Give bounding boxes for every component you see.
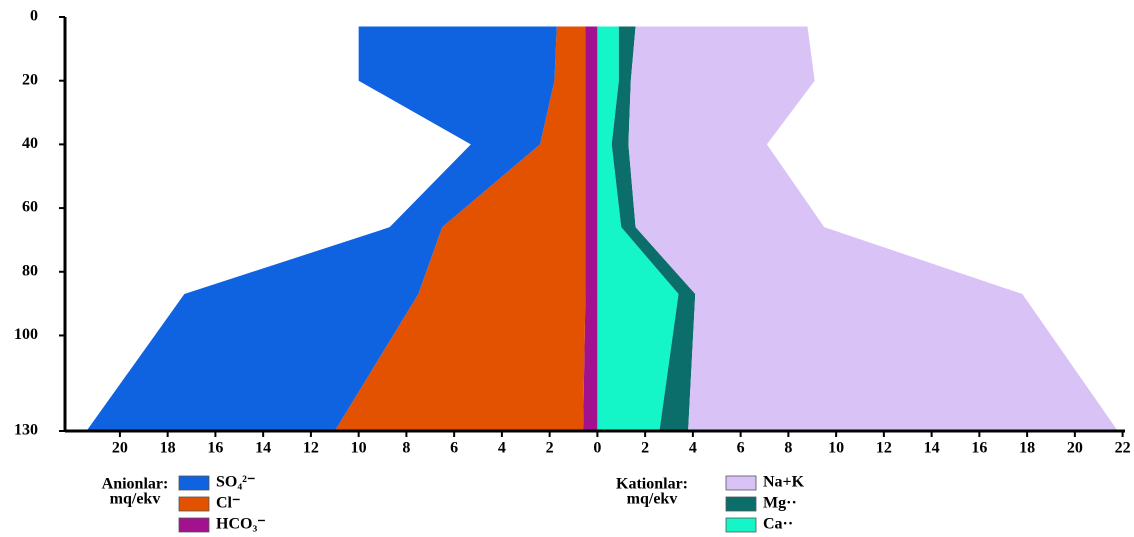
y-tick-label: 130 xyxy=(14,422,38,439)
area xyxy=(597,26,679,432)
x-tick-label: 12 xyxy=(303,440,319,457)
legend-label: HCO₃⁻ xyxy=(216,516,266,533)
legend-title: Kationlar: xyxy=(616,476,688,493)
x-tick-label: 0 xyxy=(593,440,601,457)
x-tick-label: 10 xyxy=(828,440,844,457)
x-tick-label: 12 xyxy=(876,440,892,457)
legend-swatch xyxy=(725,496,757,512)
area xyxy=(628,26,1118,432)
x-tick-label: 4 xyxy=(689,440,697,457)
area xyxy=(334,26,586,432)
legend-title: Anionlar: xyxy=(102,476,169,493)
legend-label: Cl⁻ xyxy=(216,495,240,512)
area xyxy=(611,26,696,432)
x-tick-label: 2 xyxy=(546,440,554,457)
legend-label: Ca·· xyxy=(763,516,793,533)
x-tick-label: 14 xyxy=(255,440,271,457)
y-tick-label: 0 xyxy=(30,8,38,25)
legend-swatch xyxy=(178,475,210,491)
x-tick-label: 2 xyxy=(641,440,649,457)
x-tick-label: 22 xyxy=(1115,440,1131,457)
legend-swatch xyxy=(725,475,757,491)
x-tick-label: 4 xyxy=(498,440,506,457)
x-tick-label: 8 xyxy=(402,440,410,457)
x-tick-label: 14 xyxy=(924,440,940,457)
x-tick-label: 18 xyxy=(160,440,176,457)
legend-unit: mq/ekv xyxy=(110,491,161,508)
y-tick-label: 40 xyxy=(22,135,38,152)
legend-swatch xyxy=(725,517,757,533)
x-tick-label: 18 xyxy=(1019,440,1035,457)
y-tick-label: 20 xyxy=(22,71,38,88)
x-tick-label: 16 xyxy=(971,440,987,457)
x-tick-label: 20 xyxy=(1067,440,1083,457)
x-tick-label: 6 xyxy=(737,440,745,457)
x-tick-label: 8 xyxy=(784,440,792,457)
y-tick-label: 100 xyxy=(14,326,38,343)
x-tick-label: 6 xyxy=(450,440,458,457)
x-tick-label: 20 xyxy=(112,440,128,457)
legend-swatch xyxy=(178,496,210,512)
area xyxy=(86,26,557,432)
x-tick-label: 10 xyxy=(351,440,367,457)
x-tick-label: 16 xyxy=(207,440,223,457)
y-tick-label: 60 xyxy=(22,199,38,216)
legend-swatch xyxy=(178,517,210,533)
legend-label: Mg·· xyxy=(763,495,797,512)
y-tick-label: 80 xyxy=(22,262,38,279)
legend-label: SO₄²⁻ xyxy=(216,474,255,491)
area xyxy=(583,26,598,432)
legend-label: Na+K xyxy=(763,474,805,491)
legend-unit: mq/ekv xyxy=(627,491,678,508)
